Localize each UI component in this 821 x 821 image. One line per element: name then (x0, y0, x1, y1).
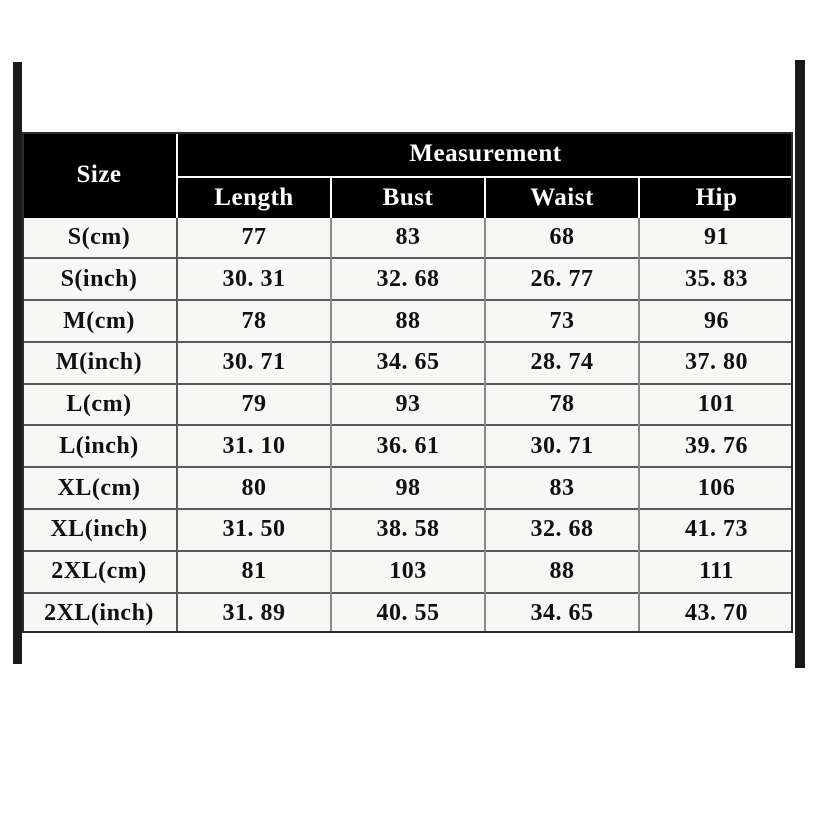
column-header-hip: Hip (639, 177, 793, 218)
cell-bust: 93 (331, 382, 486, 426)
column-group-header-measurement: Measurement (177, 132, 793, 178)
cell-hip: 96 (639, 299, 793, 342)
right-edge-bar (795, 60, 805, 668)
table-body: S(cm) 77 83 68 91 S(inch) 30. 31 32. 68 … (22, 218, 793, 633)
table-row: S(cm) 77 83 68 91 (22, 218, 793, 259)
cell-bust: 34. 65 (331, 340, 486, 384)
cell-hip: 37. 80 (639, 340, 793, 384)
cell-waist: 32. 68 (485, 508, 640, 551)
cell-waist: 78 (485, 382, 640, 426)
table-row: S(inch) 30. 31 32. 68 26. 77 35. 83 (22, 257, 793, 301)
cell-hip: 43. 70 (639, 591, 793, 633)
cell-size: L(cm) (22, 382, 178, 426)
cell-bust: 36. 61 (331, 424, 486, 468)
header-row-group: Size Measurement (22, 132, 793, 218)
cell-size: S(cm) (22, 218, 178, 259)
table-row: L(inch) 31. 10 36. 61 30. 71 39. 76 (22, 424, 793, 468)
cell-size: S(inch) (22, 257, 178, 301)
cell-size: 2XL(cm) (22, 549, 178, 593)
cell-length: 30. 31 (177, 257, 332, 301)
cell-waist: 28. 74 (485, 340, 640, 384)
cell-length: 78 (177, 299, 332, 342)
cell-length: 79 (177, 382, 332, 426)
table-row: XL(inch) 31. 50 38. 58 32. 68 41. 73 (22, 508, 793, 551)
cell-waist: 73 (485, 299, 640, 342)
column-header-bust: Bust (331, 177, 486, 218)
cell-waist: 26. 77 (485, 257, 640, 301)
cell-size: 2XL(inch) (22, 591, 178, 633)
table-header: Size Measurement Length Bust Waist Hip (22, 132, 793, 218)
column-header-waist: Waist (485, 177, 640, 218)
cell-size: XL(inch) (22, 508, 178, 551)
cell-waist: 30. 71 (485, 424, 640, 468)
table-row: 2XL(cm) 81 103 88 111 (22, 549, 793, 593)
cell-hip: 91 (639, 218, 793, 259)
cell-bust: 98 (331, 466, 486, 510)
cell-size: M(inch) (22, 340, 178, 384)
cell-hip: 106 (639, 466, 793, 510)
cell-bust: 88 (331, 299, 486, 342)
cell-hip: 41. 73 (639, 508, 793, 551)
table-row: XL(cm) 80 98 83 106 (22, 466, 793, 510)
table-row: M(cm) 78 88 73 96 (22, 299, 793, 342)
size-chart-table: Size Measurement Length Bust Waist Hip S… (22, 132, 793, 633)
cell-waist: 83 (485, 466, 640, 510)
header-row-columns: Length Bust Waist Hip (22, 177, 793, 218)
cell-size: M(cm) (22, 299, 178, 342)
cell-length: 31. 89 (177, 591, 332, 633)
cell-waist: 34. 65 (485, 591, 640, 633)
left-edge-bar (13, 62, 22, 664)
cell-bust: 40. 55 (331, 591, 486, 633)
column-header-length: Length (177, 177, 332, 218)
cell-hip: 101 (639, 382, 793, 426)
cell-length: 31. 50 (177, 508, 332, 551)
cell-waist: 88 (485, 549, 640, 593)
cell-hip: 39. 76 (639, 424, 793, 468)
cell-hip: 111 (639, 549, 793, 593)
cell-waist: 68 (485, 218, 640, 259)
size-chart: Size Measurement Length Bust Waist Hip S… (22, 132, 793, 633)
cell-bust: 38. 58 (331, 508, 486, 551)
table-row: 2XL(inch) 31. 89 40. 55 34. 65 43. 70 (22, 591, 793, 633)
cell-length: 81 (177, 549, 332, 593)
cell-size: XL(cm) (22, 466, 178, 510)
cell-length: 80 (177, 466, 332, 510)
table-row: M(inch) 30. 71 34. 65 28. 74 37. 80 (22, 340, 793, 384)
column-header-size: Size (22, 132, 178, 218)
cell-size: L(inch) (22, 424, 178, 468)
cell-bust: 83 (331, 218, 486, 259)
cell-hip: 35. 83 (639, 257, 793, 301)
cell-bust: 103 (331, 549, 486, 593)
cell-length: 31. 10 (177, 424, 332, 468)
cell-length: 77 (177, 218, 332, 259)
cell-bust: 32. 68 (331, 257, 486, 301)
cell-length: 30. 71 (177, 340, 332, 384)
table-row: L(cm) 79 93 78 101 (22, 382, 793, 426)
